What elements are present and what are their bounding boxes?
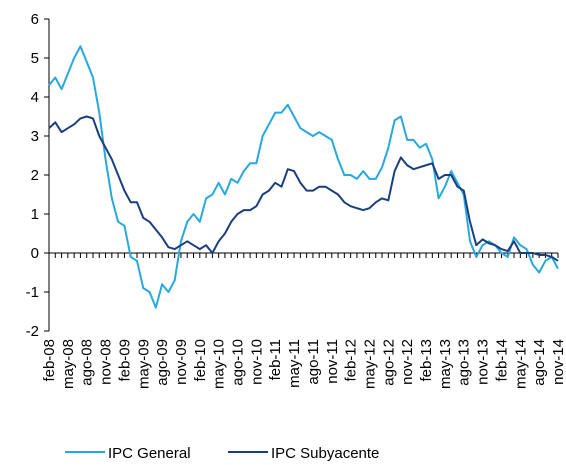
y-tick-label: 4 xyxy=(31,89,39,106)
x-tick-label: feb-13 xyxy=(418,339,435,382)
x-tick-label: ago-09 xyxy=(154,339,171,386)
x-tick-label: nov-14 xyxy=(550,339,566,385)
series-line xyxy=(48,45,559,309)
y-tick-label: 3 xyxy=(31,128,39,145)
x-tick-label: feb-12 xyxy=(343,339,360,382)
y-tick-label: 5 xyxy=(31,50,39,67)
x-tick-label: nov-13 xyxy=(475,339,492,385)
x-tick-label: may-12 xyxy=(361,339,378,389)
x-tick-label: feb-11 xyxy=(267,339,284,380)
y-tick-label: 0 xyxy=(31,245,39,262)
x-tick-label: ago-12 xyxy=(380,339,397,386)
x-tick-label: nov-12 xyxy=(399,339,416,385)
x-tick-label: may-14 xyxy=(512,339,529,389)
y-tick-label: -1 xyxy=(26,284,39,301)
y-tick-label: -2 xyxy=(26,323,39,340)
legend-label: IPC General xyxy=(108,445,191,462)
x-tick-label: ago-08 xyxy=(79,339,96,386)
x-tick-label: feb-09 xyxy=(116,339,133,382)
x-tick-label: may-09 xyxy=(135,339,152,389)
x-tick-label: may-10 xyxy=(211,339,228,389)
x-tick-label: nov-08 xyxy=(98,339,115,385)
x-tick-label: nov-09 xyxy=(173,339,190,385)
x-tick-label: feb-14 xyxy=(493,339,510,382)
x-tick-label: may-08 xyxy=(60,339,77,389)
x-tick-label: nov-10 xyxy=(248,339,265,385)
x-tick-label: nov-11 xyxy=(324,339,341,384)
x-tick-label: ago-10 xyxy=(230,339,247,386)
series-line xyxy=(48,115,559,262)
legend-label: IPC Subyacente xyxy=(271,445,379,462)
x-tick-label: may-11 xyxy=(286,339,303,388)
x-tick-label: ago-14 xyxy=(531,339,548,386)
x-tick-label: feb-10 xyxy=(192,339,209,382)
x-tick-label: may-13 xyxy=(437,339,454,389)
x-tick-label: ago-13 xyxy=(456,339,473,386)
y-tick-label: 1 xyxy=(31,206,39,223)
y-tick-label: 6 xyxy=(31,11,39,28)
x-tick-label: feb-08 xyxy=(41,339,58,382)
x-tick-label: ago-11 xyxy=(305,339,322,385)
y-tick-label: 2 xyxy=(31,167,39,184)
